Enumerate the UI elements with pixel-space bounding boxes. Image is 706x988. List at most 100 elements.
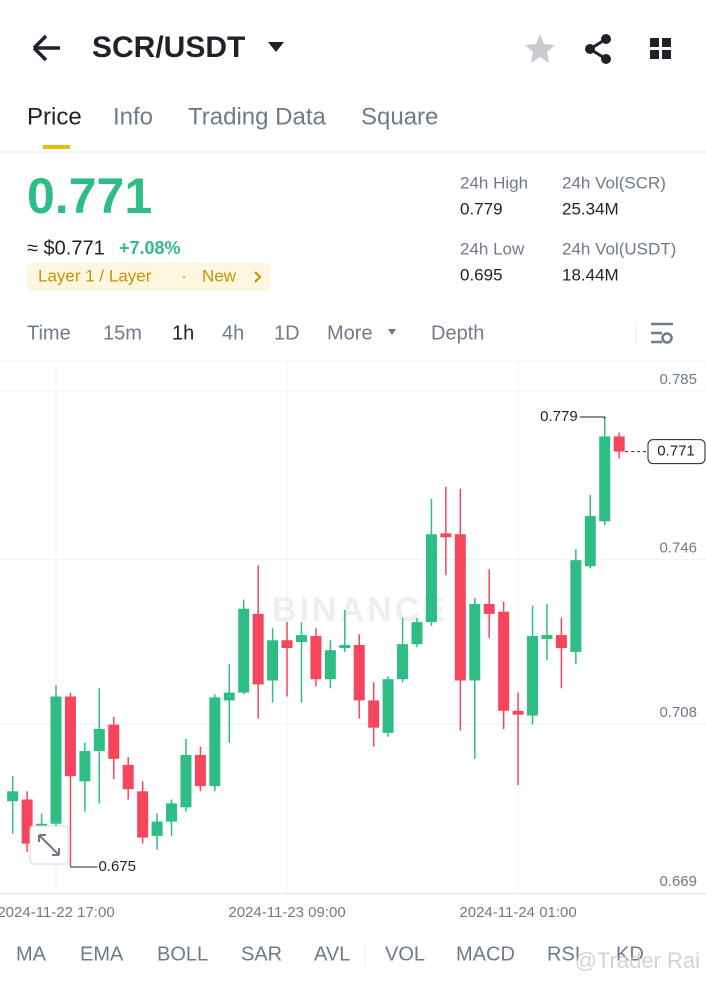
candle-body xyxy=(122,764,134,790)
price-change: +7.08% xyxy=(119,238,181,258)
candle-body xyxy=(252,613,264,685)
tab[interactable]: Price xyxy=(27,103,82,130)
indicator-tab[interactable]: RSI xyxy=(547,943,580,965)
candle-body xyxy=(209,697,221,787)
candle-body xyxy=(7,791,19,802)
tab-indicator xyxy=(43,145,70,149)
candle-body xyxy=(324,650,336,680)
share-icon[interactable] xyxy=(585,34,611,64)
badge[interactable]: New xyxy=(202,266,237,285)
candle-body xyxy=(498,611,510,711)
interval-tab[interactable]: 4h xyxy=(222,322,244,344)
indicator-tab[interactable]: SAR xyxy=(241,943,282,965)
candle-body xyxy=(194,754,206,787)
favorite-icon[interactable] xyxy=(525,34,555,63)
high-marker-line xyxy=(579,416,606,419)
expand-icon xyxy=(38,834,60,856)
indicator-tab[interactable]: EMA xyxy=(80,943,124,965)
stat-label: 24h High xyxy=(460,173,528,192)
candle-body xyxy=(440,533,452,538)
tag-arrow xyxy=(254,271,262,283)
candle-body xyxy=(166,803,178,822)
candle-body xyxy=(599,436,611,522)
interval-tab[interactable]: Time xyxy=(27,322,71,344)
x-tick-label: 2024-11-22 17:00 xyxy=(0,904,115,921)
last-price-label: 0.771 xyxy=(657,443,695,460)
interval-tab[interactable]: 1h xyxy=(172,322,194,344)
y-tick-label: 0.669 xyxy=(659,873,697,890)
high-label: 0.779 xyxy=(540,408,578,425)
y-tick-label: 0.746 xyxy=(659,540,697,557)
candle-body xyxy=(353,645,365,701)
candle-body xyxy=(93,728,105,752)
x-tick-label: 2024-11-24 01:00 xyxy=(459,904,576,921)
candle-body xyxy=(570,560,582,652)
stat-value: 25.34M xyxy=(562,199,619,218)
candle-body xyxy=(50,696,62,824)
indicator-tab[interactable]: MACD xyxy=(456,943,515,965)
candle-body xyxy=(310,635,322,680)
watermark: @Trader Rai xyxy=(575,948,700,973)
candle-body xyxy=(584,516,596,567)
candle-body xyxy=(180,754,192,808)
tab[interactable]: Square xyxy=(361,103,438,130)
candle-body xyxy=(613,436,625,452)
interval-tab[interactable]: 15m xyxy=(103,322,142,344)
candle-body xyxy=(411,622,423,645)
candle-body xyxy=(151,821,163,836)
pair-dropdown[interactable] xyxy=(268,42,284,52)
indicator-tab[interactable]: MA xyxy=(16,943,47,965)
last-price-box xyxy=(647,439,706,465)
y-tick-label: 0.785 xyxy=(659,371,697,388)
candle-body xyxy=(527,635,539,716)
stat-label: 24h Vol(SCR) xyxy=(562,173,666,192)
last-price: 0.771 xyxy=(27,168,152,224)
stat-label: 24h Low xyxy=(460,239,525,258)
more-dropdown[interactable] xyxy=(388,329,396,335)
candle-body xyxy=(425,534,437,623)
stat-value: 18.44M xyxy=(562,265,619,284)
interval-tab[interactable]: Depth xyxy=(431,322,484,344)
candle-body xyxy=(281,640,293,649)
candle-body xyxy=(512,710,524,715)
tab[interactable]: Trading Data xyxy=(188,103,327,130)
indicator-tab[interactable]: BOLL xyxy=(157,943,208,965)
back-button[interactable] xyxy=(32,34,60,62)
indicator-tab[interactable]: AVL xyxy=(314,943,350,965)
low-label: 0.675 xyxy=(98,858,136,875)
candle-body xyxy=(339,645,351,649)
candle-body xyxy=(137,791,149,838)
indicator-tab[interactable]: VOL xyxy=(385,943,425,965)
indicator-tab[interactable]: KD xyxy=(616,943,644,965)
stat-label: 24h Vol(USDT) xyxy=(562,239,676,258)
candle-body xyxy=(368,700,380,728)
candle-body xyxy=(397,644,409,680)
candle-body xyxy=(79,751,91,782)
chart-settings-icon[interactable] xyxy=(651,322,673,344)
interval-tab[interactable]: 1D xyxy=(274,322,300,344)
candle-body xyxy=(238,608,250,693)
candle-body xyxy=(21,799,33,844)
candle-body xyxy=(267,640,279,681)
usd-price: ≈ $0.771 xyxy=(27,237,105,259)
tag-box[interactable] xyxy=(27,263,271,291)
candle-body xyxy=(295,635,307,642)
stat-value: 0.695 xyxy=(460,265,503,284)
x-tick-label: 2024-11-23 09:00 xyxy=(228,904,345,921)
candle-body xyxy=(108,724,120,759)
candle-body xyxy=(382,679,394,733)
candle-body xyxy=(454,534,466,681)
candle-body xyxy=(64,696,76,777)
candle-body xyxy=(483,603,495,614)
stat-value: 0.779 xyxy=(460,199,503,218)
candle-body xyxy=(541,635,553,639)
pair-title[interactable]: SCR/USDT xyxy=(92,31,245,64)
candle-body xyxy=(469,603,481,681)
tag[interactable]: Layer 1 / Layer xyxy=(38,266,152,285)
tag-separator xyxy=(182,275,186,279)
tab[interactable]: Info xyxy=(113,103,153,130)
interval-tab[interactable]: More xyxy=(327,322,373,344)
candle-body xyxy=(223,692,235,701)
grid-icon[interactable] xyxy=(650,38,671,59)
